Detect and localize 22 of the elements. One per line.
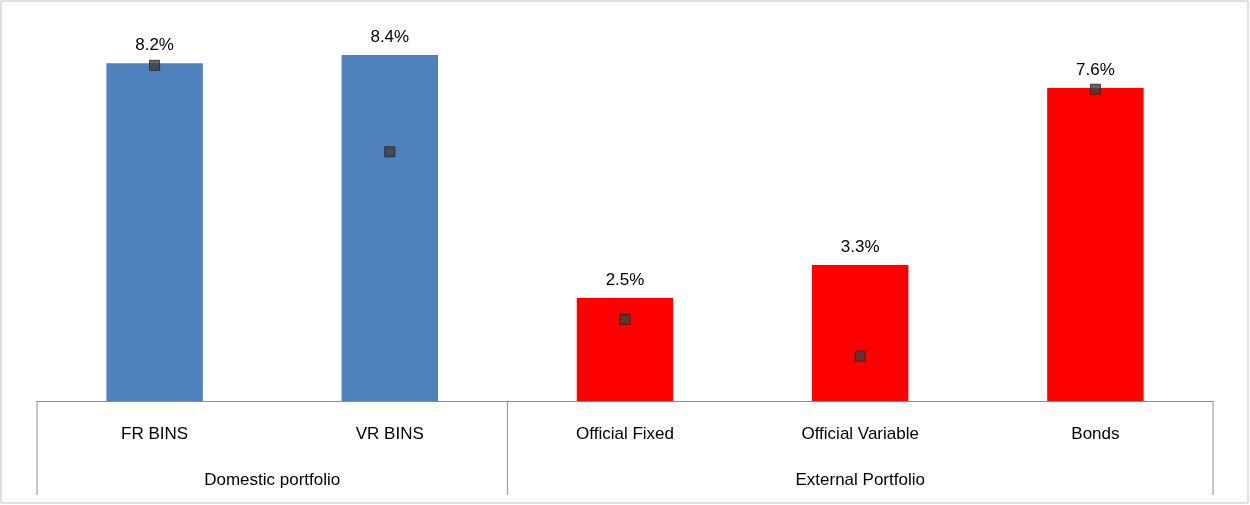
bar [1047,87,1144,401]
x-tick-label: FR BINS [121,424,189,443]
bar [106,63,203,401]
text: Domestic portfolio [204,469,341,489]
x-tick-label: Bonds [1071,424,1120,443]
point [149,59,161,71]
data-label: 8.2% [135,35,174,55]
x-tick-label: VR BINS [355,424,424,443]
x-tick-label: Official Fixed [576,424,674,443]
bar [576,298,674,401]
point [384,146,396,158]
data-label: 8.4% [370,27,410,46]
point [1089,83,1101,95]
bar [341,55,439,401]
data-label: 3.3% [840,237,880,257]
data-label: 7.6% [1076,59,1115,79]
bar [811,265,909,401]
point [619,313,631,325]
x-tick-label: Official Variable [801,424,919,443]
point [854,350,866,362]
text: External Portfolio [795,469,925,489]
data-label: 2.5% [605,270,645,290]
